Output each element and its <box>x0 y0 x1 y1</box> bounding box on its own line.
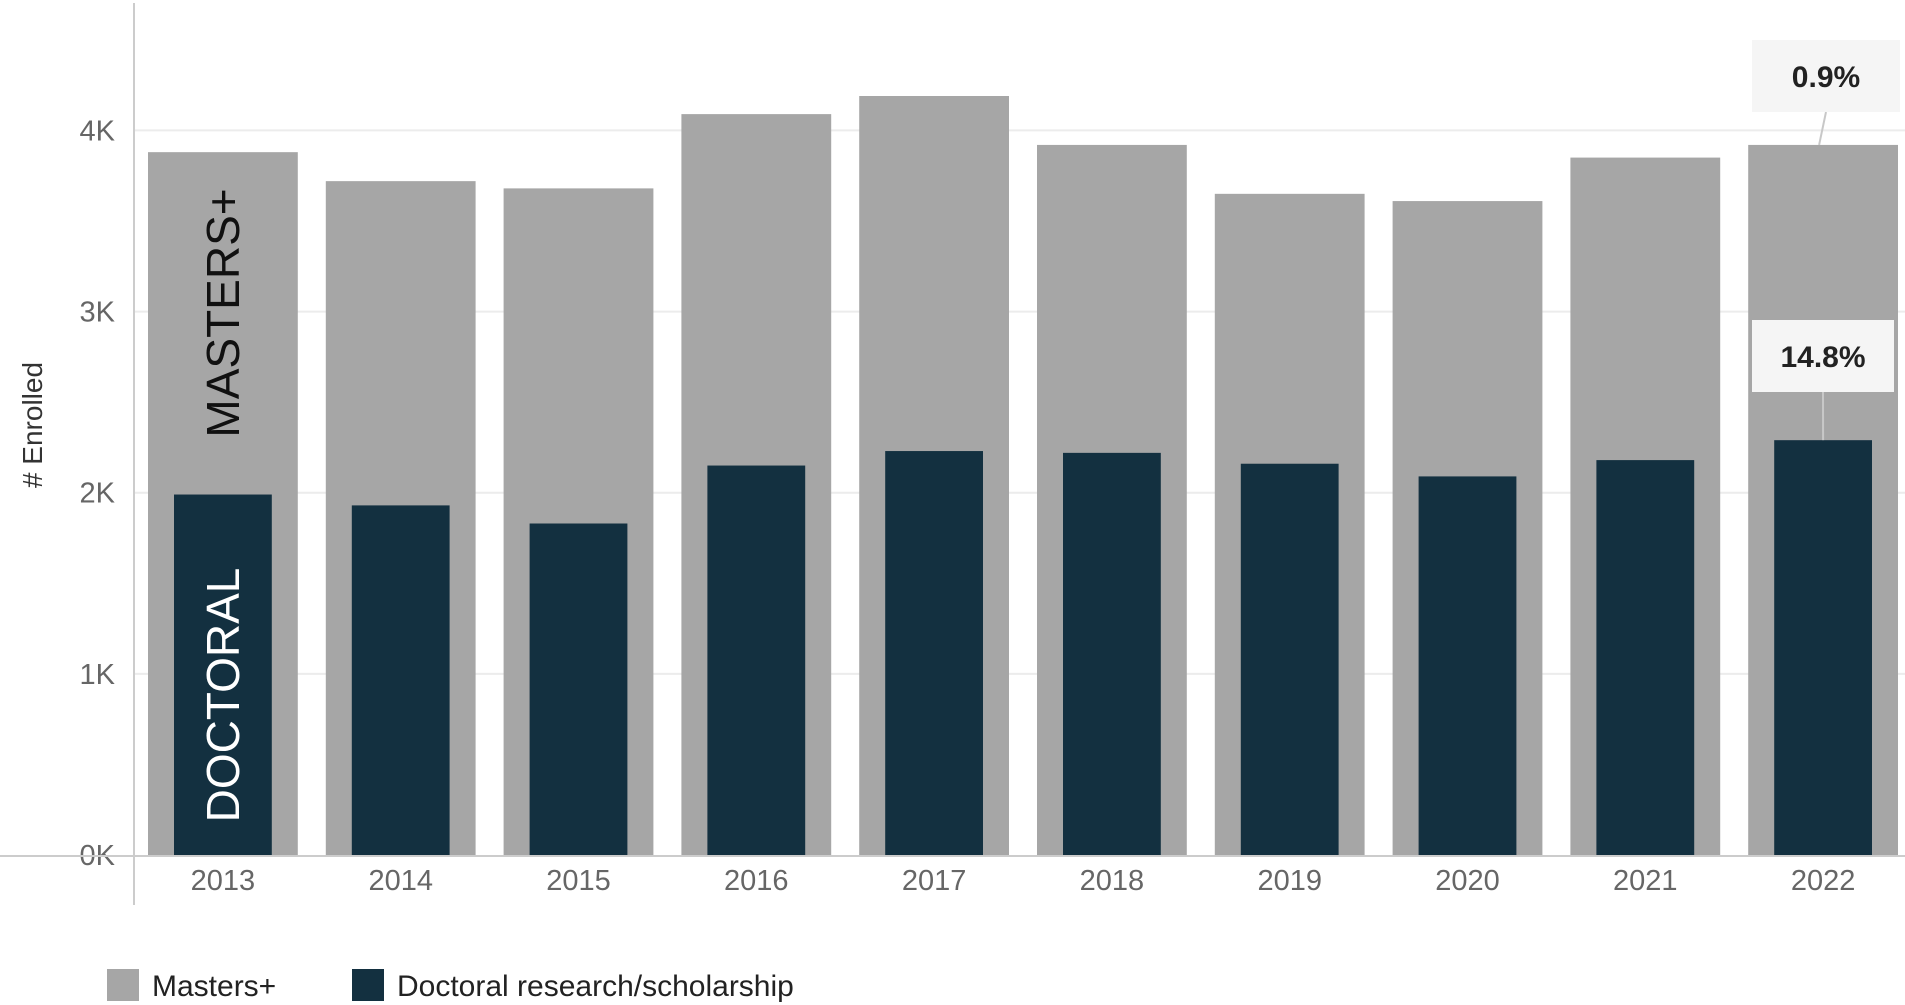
x-tick-label: 2015 <box>546 865 611 897</box>
doctoral-bar-2022[interactable] <box>1774 440 1872 855</box>
x-tick-label: 2020 <box>1435 865 1500 897</box>
callout-box <box>1752 40 1900 112</box>
masters-in-bar-label: MASTERS+ <box>197 188 249 437</box>
y-tick-label: 1K <box>80 659 116 691</box>
x-tick-label: 2013 <box>191 865 256 897</box>
doctoral-bar-2017[interactable] <box>885 451 983 855</box>
callout-leader-line <box>1818 111 1827 146</box>
annotations: MASTERS+ DOCTORAL 0.9% 14.8% <box>197 40 1900 822</box>
doctoral-bar-2020[interactable] <box>1418 476 1517 855</box>
doctoral-bar-2018[interactable] <box>1063 452 1161 855</box>
x-tick-label: 2016 <box>724 865 789 897</box>
x-tick-label: 2018 <box>1080 865 1145 897</box>
doctoral-bar-2015[interactable] <box>529 523 628 855</box>
y-tick-label: 4K <box>80 115 116 147</box>
doctoral-bar-2013[interactable] <box>174 494 272 855</box>
legend-label-doctoral: Doctoral research/scholarship <box>397 970 794 1003</box>
x-tick-label: 2019 <box>1257 865 1322 897</box>
legend-swatch-masters <box>107 969 139 1001</box>
x-tick-label: 2017 <box>902 865 967 897</box>
callout-box <box>1752 320 1894 392</box>
x-tick-label: 2021 <box>1613 865 1678 897</box>
masters-change-callout: 0.9% <box>1792 61 1860 94</box>
doctoral-change-callout: 14.8% <box>1780 341 1865 374</box>
y-tick-label: 3K <box>80 297 116 329</box>
x-tick-label: 2014 <box>368 865 433 897</box>
legend-swatch-doctoral <box>352 969 384 1001</box>
doctoral-bar-2014[interactable] <box>351 505 450 855</box>
doctoral-bar-2016[interactable] <box>707 465 806 855</box>
legend: Masters+ Doctoral research/scholarship <box>107 969 794 1003</box>
doctoral-bar-2021[interactable] <box>1596 460 1695 855</box>
y-tick-label: 2K <box>80 478 116 510</box>
doctoral-bar-2019[interactable] <box>1240 463 1339 855</box>
x-tick-label: 2022 <box>1791 865 1856 897</box>
doctoral-in-bar-label: DOCTORAL <box>197 568 249 823</box>
y-axis-title: # Enrolled <box>17 362 48 488</box>
bars <box>148 96 1898 856</box>
legend-label-masters: Masters+ <box>152 970 276 1003</box>
